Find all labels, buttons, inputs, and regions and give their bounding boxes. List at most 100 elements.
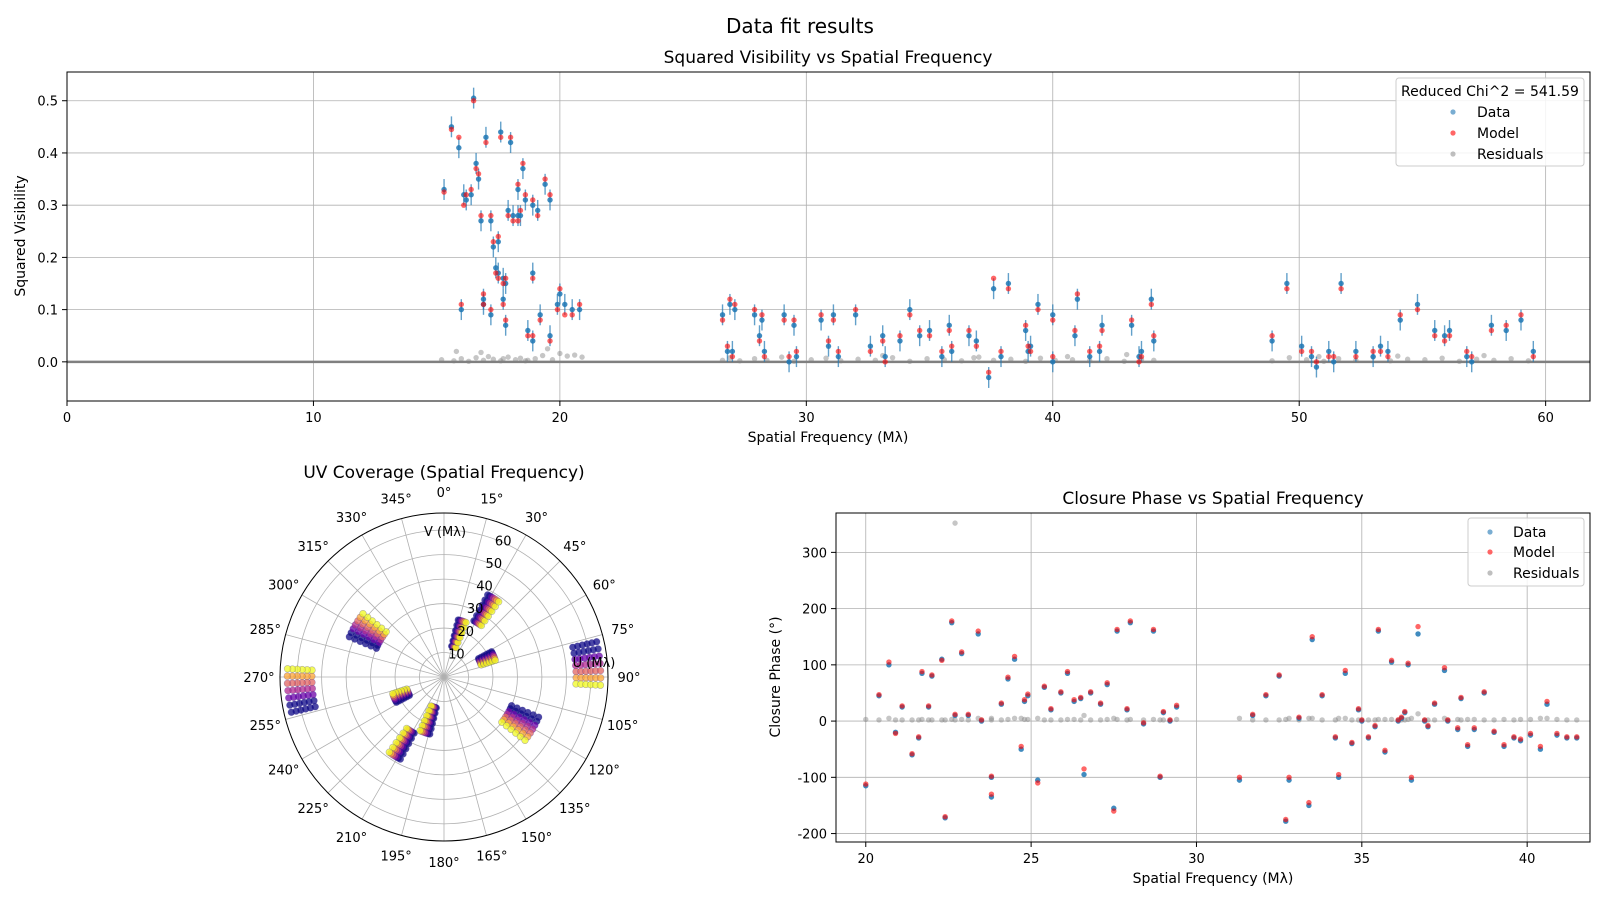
vis2-model-point [1414, 306, 1421, 313]
uv-point [284, 686, 292, 695]
cp-residuals-point [886, 715, 892, 721]
vis2-data-point [759, 317, 765, 323]
cp-model-point [876, 691, 882, 698]
vis2-data-point [1096, 348, 1103, 355]
vis2-data-point [830, 312, 837, 318]
vis2-residuals-point [549, 357, 556, 363]
vis2-model-point [825, 338, 832, 344]
vis2-data-point [515, 212, 521, 219]
vis2-residuals-point [751, 356, 758, 362]
vis2-model-point [791, 317, 797, 323]
vis2-residuals-point [1303, 357, 1310, 363]
vis2-residuals-point [855, 356, 861, 362]
vis2-model-point [458, 301, 465, 308]
vis2-residuals-point [1151, 357, 1157, 363]
vis2-data-point [530, 338, 536, 344]
uv-angle-tick-label: 150° [521, 831, 552, 846]
cp-legend-residuals-label: Residuals [1513, 566, 1579, 582]
vis2-residuals-point [1064, 353, 1071, 360]
vis2-model-point [1074, 291, 1081, 297]
vis2-model-point [448, 126, 455, 133]
vis2-data-point [835, 353, 842, 360]
vis2-residuals-point [1123, 351, 1130, 358]
vis2-data-point [507, 139, 514, 146]
cp-model-point [1501, 742, 1507, 748]
cp-model-point [1127, 618, 1134, 624]
vis2-data-point [1432, 327, 1438, 334]
cp-residuals-point [1263, 717, 1269, 723]
vis2-model-point [835, 348, 842, 355]
vis2-data-point [456, 145, 462, 151]
vis2-data-point [542, 181, 548, 187]
vis2-model-point [939, 348, 945, 355]
cp-residuals-point [1335, 715, 1342, 721]
vis2-data-point [727, 301, 733, 308]
vis2-data-point [729, 348, 736, 355]
vis2-model-point [463, 192, 469, 198]
cp-residuals-point [1035, 715, 1041, 721]
vis2-residuals-point [838, 358, 844, 364]
uv-outer-ring [279, 512, 609, 842]
uv-point [595, 652, 603, 660]
vis2-model-point [1022, 322, 1029, 328]
vis2-data-point [732, 306, 738, 313]
vis2-residuals-point [498, 358, 504, 364]
vis2-residuals-point [500, 356, 506, 362]
cp-residuals-point [1517, 716, 1524, 723]
cp-model-point [1283, 816, 1289, 823]
vis2-residuals-point [1395, 353, 1401, 359]
vis2-residuals-point [737, 358, 743, 364]
vis2-residuals-point [924, 356, 930, 362]
vis2-model-point [502, 275, 509, 281]
vis2-data-point [786, 359, 792, 365]
cp-model-point [909, 751, 915, 757]
vis2-model-point [1353, 353, 1359, 360]
cp-model-point [1236, 774, 1243, 781]
vis2-model-point [1503, 322, 1509, 328]
cp-model-point [1517, 736, 1524, 742]
cp-model-point [1544, 698, 1550, 705]
cp-residuals-point [1564, 717, 1570, 723]
vis2-residuals-point [976, 354, 982, 360]
uv-title: UV Coverage (Spatial Frequency) [303, 463, 584, 483]
vis2-model-point [781, 317, 787, 323]
vis2-legend-model-marker [1450, 130, 1456, 136]
cp-model-point [1425, 722, 1431, 729]
vis2-data-point [1269, 338, 1275, 344]
uv-angle-grid-line [443, 594, 587, 678]
uv-angle-tick-label: 300° [268, 579, 299, 594]
vis2-model-point [500, 280, 506, 287]
cp-model-point [1335, 771, 1342, 778]
vis2-model-point [1441, 338, 1448, 344]
cp-residuals-point [892, 717, 899, 723]
cp-model-point [1306, 799, 1312, 806]
cp-model-point [1372, 722, 1378, 729]
uv-angle-tick-label: 45° [563, 540, 586, 555]
vis2-model-point [1035, 306, 1041, 313]
cp-xlabel: Spatial Frequency (Mλ) [1133, 871, 1294, 887]
vis2-data-point [907, 306, 913, 313]
vis2-residuals-point [907, 358, 913, 365]
cp-residuals-point [1574, 717, 1580, 723]
vis2-legend-residuals-label: Residuals [1477, 147, 1543, 163]
vis2-data-point [1326, 348, 1332, 355]
cp-model-point [998, 700, 1005, 706]
vis2-data-point [1022, 327, 1029, 334]
vis2-model-point [1432, 333, 1438, 339]
uv-angle-tick-label: 75° [611, 623, 634, 638]
uv-point [596, 674, 605, 682]
vis2-model-point [818, 312, 824, 318]
cp-residuals-point [1408, 715, 1415, 721]
uv-point [596, 681, 605, 689]
cp-model-point [1309, 634, 1315, 640]
uv-angle-tick-label: 105° [607, 719, 638, 734]
vis2-residuals-point [958, 358, 965, 364]
cp-model-point [1408, 774, 1415, 781]
cp-residuals-point [876, 717, 882, 723]
cp-model-point [1041, 683, 1048, 689]
vis2-residuals-point [458, 356, 465, 362]
vis2-model-point [542, 176, 548, 182]
vis2-model-point [1096, 343, 1103, 349]
cp-model-point [1249, 711, 1256, 718]
vis2-data-point [1370, 353, 1376, 360]
